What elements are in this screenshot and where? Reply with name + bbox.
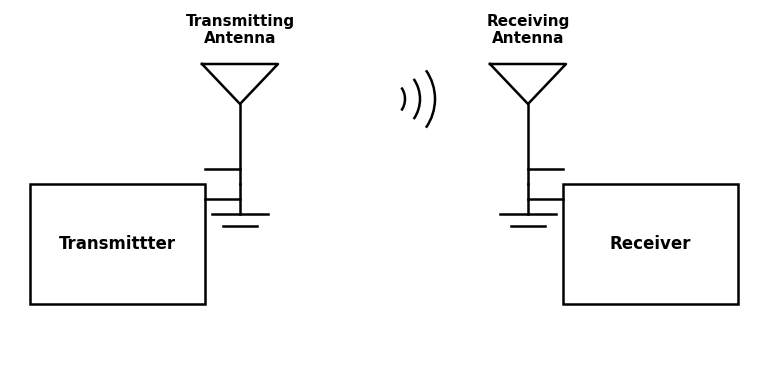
Text: Receiver: Receiver [610,235,691,253]
Text: Transmitting
Antenna: Transmitting Antenna [185,14,295,46]
Text: Receiving
Antenna: Receiving Antenna [486,14,570,46]
Bar [30,184,205,304]
Text: Transmittter: Transmittter [59,235,176,253]
Bar [563,184,738,304]
